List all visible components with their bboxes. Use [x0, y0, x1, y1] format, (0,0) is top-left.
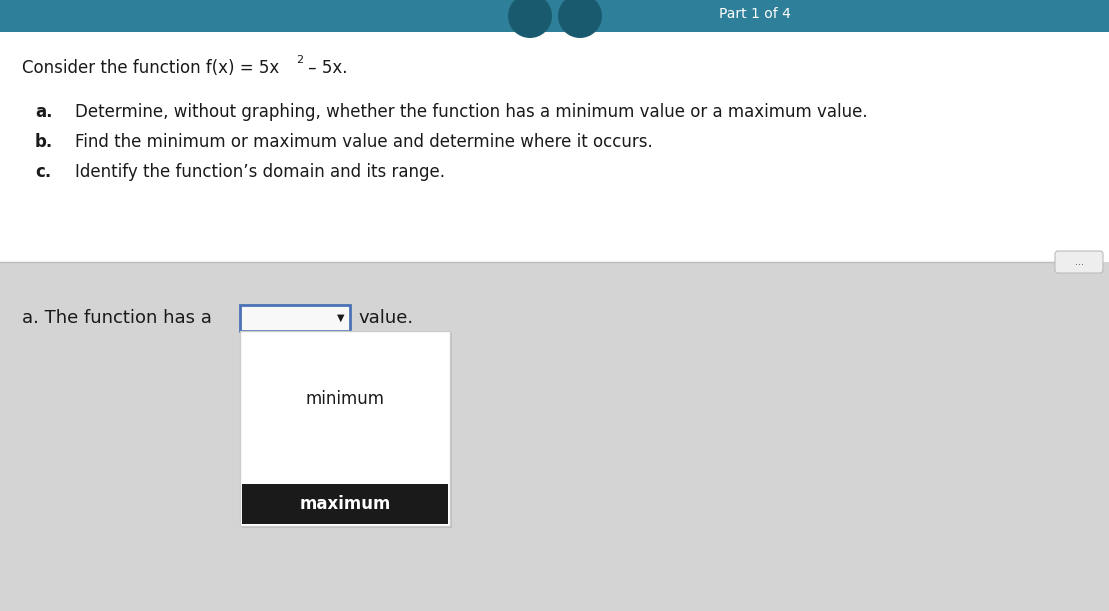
Text: minimum: minimum — [305, 390, 385, 408]
Text: Consider the function f(x) = 5x: Consider the function f(x) = 5x — [22, 59, 279, 77]
Text: Find the minimum or maximum value and determine where it occurs.: Find the minimum or maximum value and de… — [75, 133, 653, 151]
Text: maximum: maximum — [299, 495, 390, 513]
FancyBboxPatch shape — [240, 331, 450, 526]
Circle shape — [508, 0, 552, 38]
FancyBboxPatch shape — [0, 262, 1109, 611]
Text: ...: ... — [1075, 257, 1083, 267]
FancyBboxPatch shape — [0, 262, 1109, 611]
FancyBboxPatch shape — [242, 333, 452, 528]
Text: Part 1 of 4: Part 1 of 4 — [719, 7, 791, 21]
Text: a.: a. — [35, 103, 52, 121]
FancyBboxPatch shape — [240, 305, 350, 331]
Text: – 5x.: – 5x. — [303, 59, 347, 77]
Text: value.: value. — [358, 309, 414, 327]
Text: ▼: ▼ — [336, 313, 344, 323]
Text: Identify the function’s domain and its range.: Identify the function’s domain and its r… — [75, 163, 445, 181]
Text: 2: 2 — [296, 55, 303, 65]
Text: c.: c. — [35, 163, 51, 181]
Circle shape — [558, 0, 602, 38]
FancyBboxPatch shape — [1055, 251, 1103, 273]
FancyBboxPatch shape — [0, 0, 1109, 32]
FancyBboxPatch shape — [0, 32, 1109, 262]
Text: b.: b. — [35, 133, 53, 151]
Text: Determine, without graphing, whether the function has a minimum value or a maxim: Determine, without graphing, whether the… — [75, 103, 867, 121]
FancyBboxPatch shape — [242, 484, 448, 524]
Text: a. The function has a: a. The function has a — [22, 309, 212, 327]
